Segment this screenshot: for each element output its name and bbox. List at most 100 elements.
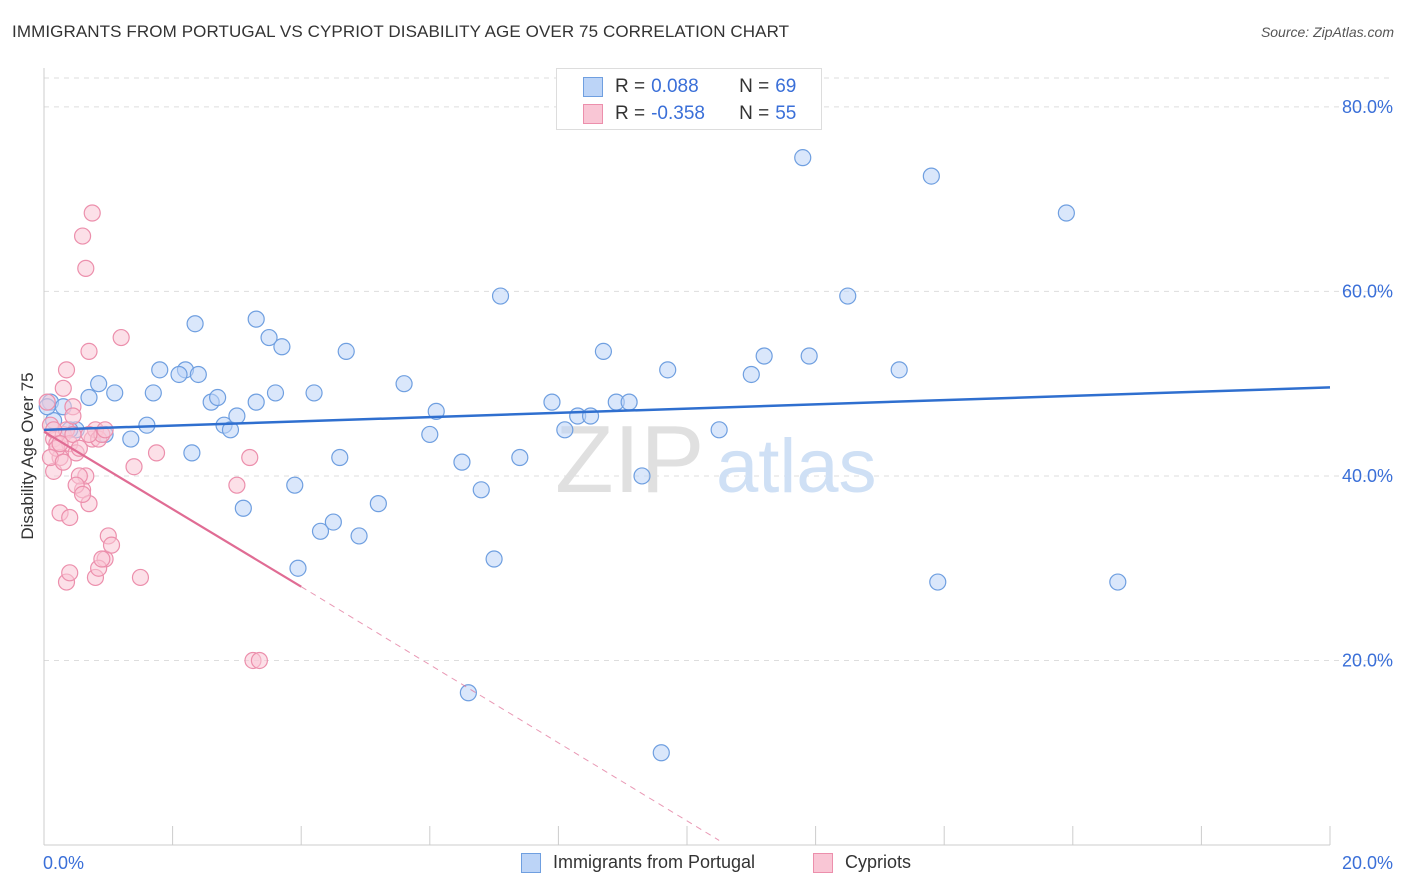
r-label: R =: [615, 76, 646, 97]
point-portugal: [337, 342, 355, 360]
point-portugal: [228, 407, 246, 425]
legend-item-cypriots[interactable]: Cypriots: [813, 852, 911, 873]
point-portugal: [890, 361, 908, 379]
point-cypriots: [73, 485, 92, 504]
point-portugal: [234, 499, 252, 517]
point-portugal: [170, 365, 188, 384]
point-cypriots: [57, 361, 76, 379]
n-value-cypriots: 55: [775, 103, 797, 124]
legend: Immigrants from Portugal Cypriots: [0, 852, 1406, 876]
r-value-cypriots: -0.358: [651, 103, 705, 124]
point-cypriots: [83, 204, 101, 222]
point-portugal: [369, 495, 387, 513]
point-portugal: [209, 388, 227, 407]
trend-line-cypriots: [43, 430, 302, 588]
point-portugal: [556, 421, 574, 439]
legend-swatch-cypriots: [813, 852, 833, 873]
source-label: Source: ZipAtlas.com: [1260, 24, 1394, 40]
point-portugal: [1057, 204, 1075, 222]
point-cypriots: [125, 458, 143, 476]
point-cypriots: [64, 407, 82, 425]
point-portugal: [247, 310, 265, 328]
point-portugal: [421, 425, 439, 444]
point-portugal: [331, 448, 349, 467]
swatch-cypriots: [583, 104, 603, 124]
point-cypriots: [38, 393, 56, 411]
point-portugal: [459, 684, 477, 702]
point-portugal: [755, 347, 773, 365]
x-tick-label-right: 20.0%: [1342, 853, 1393, 873]
point-portugal: [800, 347, 818, 365]
point-portugal: [289, 559, 307, 577]
y-tick-label: 20.0%: [1342, 650, 1393, 670]
point-portugal: [922, 167, 940, 185]
point-cypriots: [73, 227, 92, 245]
y-tick-labels: 80.0% 60.0% 40.0% 20.0%: [1342, 97, 1393, 671]
legend-label-portugal: Immigrants from Portugal: [553, 852, 756, 872]
legend-item-portugal[interactable]: Immigrants from Portugal: [521, 852, 755, 873]
point-portugal: [221, 421, 240, 439]
point-cypriots: [77, 259, 95, 277]
point-portugal: [453, 453, 471, 471]
point-cypriots: [96, 421, 114, 439]
point-portugal: [260, 328, 278, 347]
point-cypriots: [54, 453, 72, 471]
point-portugal: [183, 444, 201, 462]
swatch-portugal: [583, 77, 603, 97]
n-value-portugal: 69: [775, 76, 797, 97]
point-cypriots: [147, 444, 166, 462]
r-value-portugal: 0.088: [651, 76, 699, 97]
legend-label-cypriots: Cypriots: [845, 852, 912, 872]
point-portugal: [929, 573, 947, 591]
point-portugal: [324, 513, 342, 531]
chart-title: IMMIGRANTS FROM PORTUGAL VS CYPRIOT DISA…: [12, 22, 790, 41]
legend-swatch-portugal: [521, 852, 541, 873]
point-portugal: [485, 550, 503, 568]
point-cypriots: [61, 564, 79, 582]
point-portugal: [472, 481, 490, 499]
y-axis-label: Disability Age Over 75: [18, 372, 37, 539]
trend-lines: [43, 386, 1331, 841]
point-cypriots: [80, 342, 98, 360]
point-portugal: [286, 476, 304, 494]
stats-row-portugal: R = 0.088 N = 69: [583, 74, 796, 100]
y-tick-label: 80.0%: [1342, 97, 1393, 117]
point-portugal: [186, 315, 204, 333]
point-portugal: [106, 384, 124, 402]
point-cypriots: [241, 448, 259, 467]
trend-line-portugal: [43, 386, 1331, 432]
n-label: N =: [739, 76, 770, 97]
series-cypriots-points: [38, 204, 269, 670]
point-portugal: [247, 393, 265, 411]
point-cypriots: [112, 328, 130, 347]
correlation-stats-box: R = 0.088 N = 69 R = -0.358 N = 55: [556, 68, 822, 130]
point-portugal: [395, 375, 413, 393]
point-portugal: [620, 393, 638, 411]
point-portugal: [491, 287, 510, 305]
point-portugal: [794, 149, 812, 167]
trend-line-cypriots-extrapolated: [300, 586, 720, 841]
series-portugal-points: [38, 149, 1127, 762]
point-cypriots: [80, 425, 98, 444]
point-cypriots: [102, 536, 121, 554]
point-portugal: [1109, 573, 1127, 591]
point-portugal: [511, 448, 529, 467]
point-portugal: [839, 287, 857, 305]
point-portugal: [311, 522, 330, 540]
point-portugal: [633, 467, 651, 485]
watermark-atlas: atlas: [716, 424, 877, 509]
gridlines: [44, 77, 1394, 661]
x-tick-label-left: 0.0%: [43, 853, 84, 873]
point-portugal: [189, 365, 207, 384]
y-tick-label: 60.0%: [1342, 281, 1393, 301]
point-cypriots: [54, 379, 72, 397]
r-label: R =: [615, 103, 646, 124]
point-portugal: [80, 388, 98, 407]
point-cypriots: [228, 476, 246, 494]
y-tick-label: 40.0%: [1342, 466, 1393, 486]
point-portugal: [305, 384, 323, 402]
point-portugal: [427, 402, 445, 420]
point-portugal: [151, 361, 169, 379]
point-portugal: [742, 365, 760, 384]
